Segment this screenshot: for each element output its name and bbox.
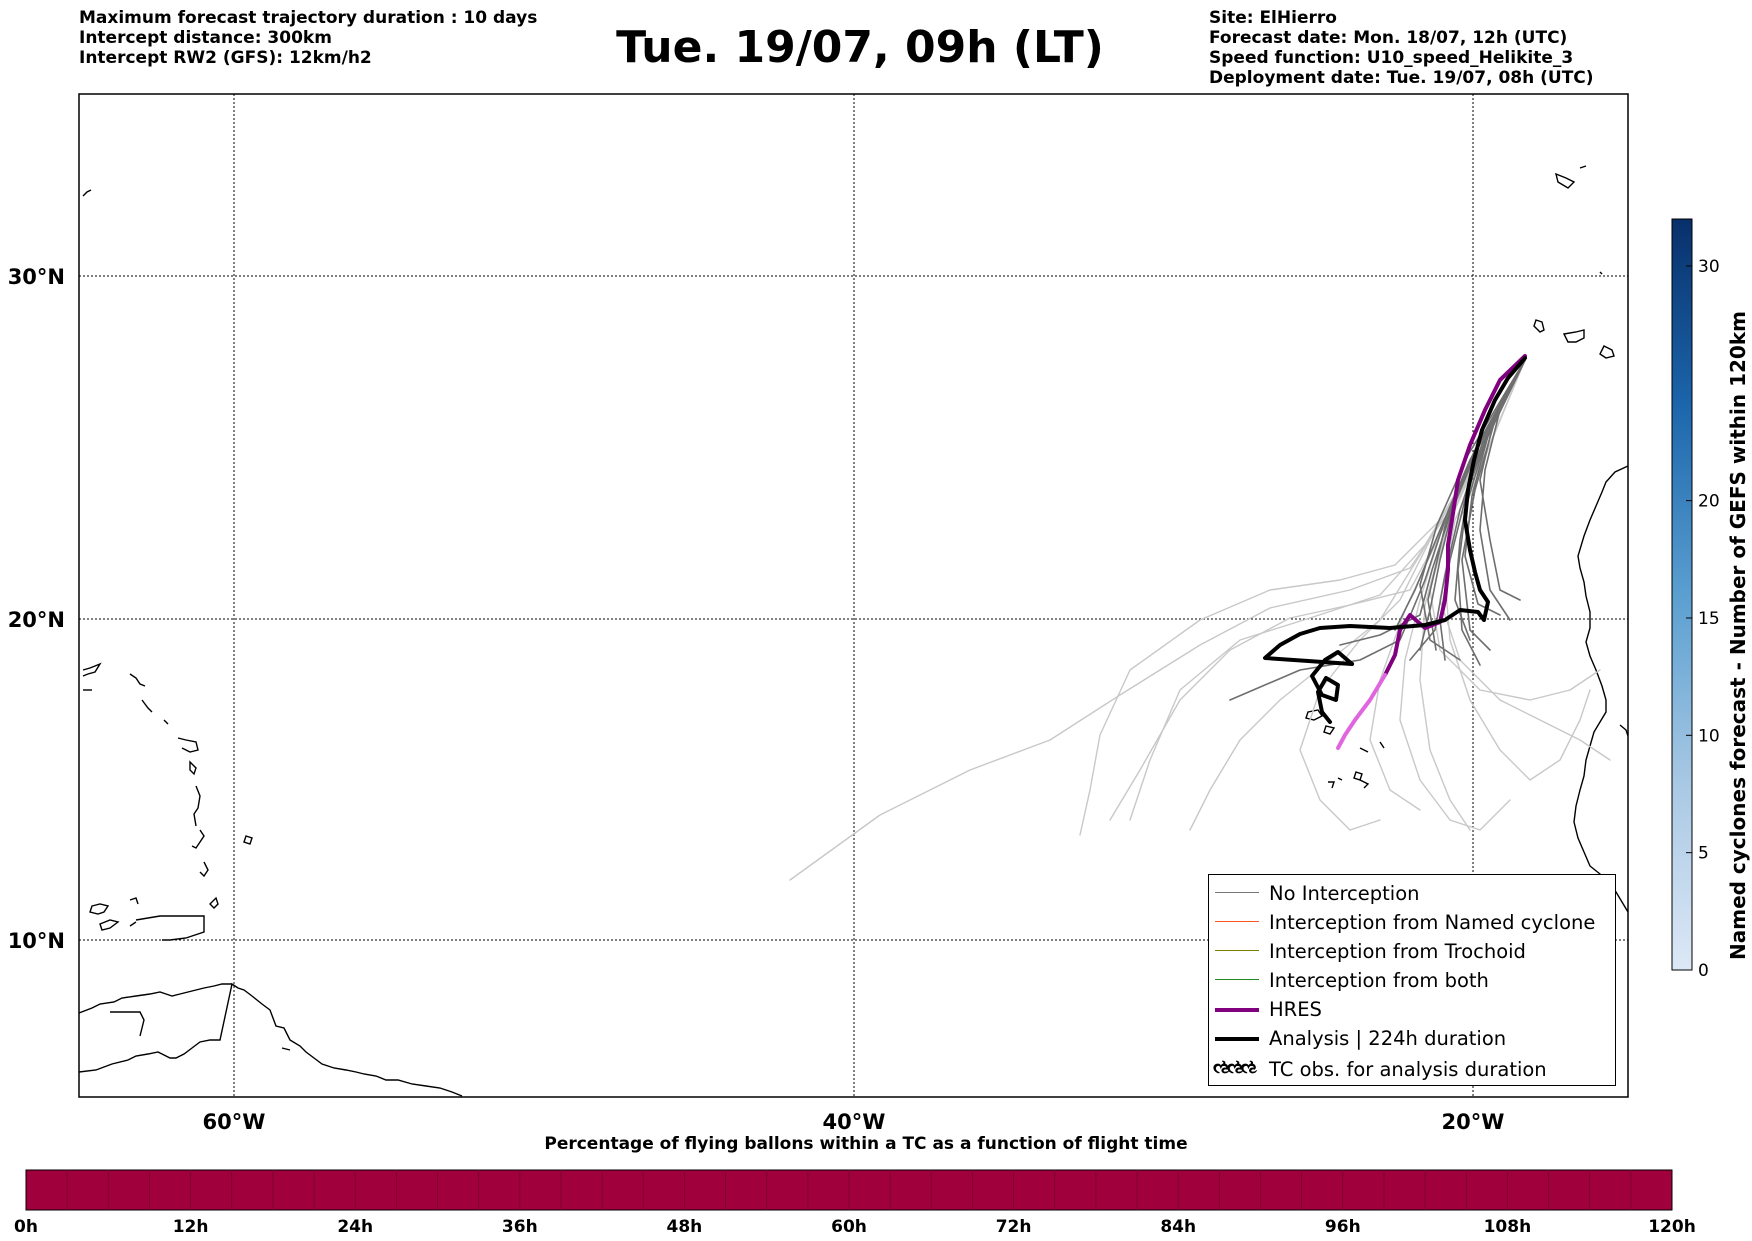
colorbar-bottom-tick-label: 60h xyxy=(831,1217,867,1237)
colorbar-right-tick-label: 20 xyxy=(1698,492,1720,512)
colorbar-bottom-tick-label: 96h xyxy=(1325,1217,1361,1237)
lon-label-60w: 60°W xyxy=(203,1110,266,1134)
colorbar-right-label: Named cyclones forecast - Number of GEFS… xyxy=(1726,311,1750,960)
legend-swatch xyxy=(1215,892,1259,893)
lat-label-10n: 10°N xyxy=(8,929,65,953)
forecast-date-text: Forecast date: Mon. 18/07, 12h (UTC) xyxy=(1209,28,1568,48)
legend-item: Analysis | 224h duration xyxy=(1209,1024,1615,1052)
lat-label-30n: 30°N xyxy=(8,265,65,289)
colorbar-right: 0 5 10 15 20 30 xyxy=(1671,218,1720,981)
lon-label-20w: 20°W xyxy=(1442,1110,1505,1134)
intercept-distance-text: Intercept distance: 300km xyxy=(79,28,332,48)
coastlines xyxy=(79,165,1628,1097)
legend-swatch xyxy=(1215,950,1259,951)
header-left-info: Maximum forecast trajectory duration : 1… xyxy=(79,8,537,68)
colorbar-right-tick-label: 30 xyxy=(1698,257,1720,277)
legend-swatch xyxy=(1215,1008,1259,1012)
colorbar-bottom-tick-label: 12h xyxy=(173,1217,209,1237)
colorbar-bottom-tick-label: 24h xyxy=(337,1217,373,1237)
legend-label: HRES xyxy=(1269,998,1322,1021)
site-text: Site: ElHierro xyxy=(1209,8,1337,28)
analysis-trajectory-loop xyxy=(1310,650,1354,724)
legend-item: No Interception xyxy=(1209,879,1615,907)
ensemble-trajectory xyxy=(1457,359,1526,666)
tc-obs-symbol: ઌઌઌ xyxy=(1213,1056,1257,1078)
analysis-trajectory xyxy=(1263,356,1527,666)
legend-label: Analysis | 224h duration xyxy=(1269,1027,1507,1050)
colorbar-bottom: 0h 12h 24h 36h 48h 60h 72h 84h 96h 108h 120h xyxy=(14,1169,1696,1237)
hres-trajectory-early xyxy=(1336,673,1387,750)
map-frame xyxy=(78,93,1629,1098)
colorbar-bottom-tick-label: 48h xyxy=(667,1217,703,1237)
colorbar-bottom-tick-label: 36h xyxy=(502,1217,538,1237)
legend-swatch xyxy=(1215,921,1259,922)
colorbar-bottom-tick-label: 0h xyxy=(14,1217,38,1237)
max-duration-text: Maximum forecast trajectory duration : 1… xyxy=(79,8,538,28)
speed-function-text: Speed function: U10_speed_Helikite_3 xyxy=(1209,48,1574,68)
intercept-rw2-text: Intercept RW2 (GFS): 12km/h2 xyxy=(79,48,372,68)
ensemble-trajectory xyxy=(1427,359,1526,651)
page-title: Tue. 19/07, 09h (LT) xyxy=(616,22,1104,73)
legend-label: Interception from Named cyclone xyxy=(1269,911,1596,934)
ensemble-trajectory xyxy=(1409,359,1526,661)
legend-item: Interception from Named cyclone xyxy=(1209,908,1615,936)
map-gridlines xyxy=(79,94,1628,1097)
colorbar-bottom-ticks: 0h 12h 24h 36h 48h 60h 72h 84h 96h 108h 120h xyxy=(14,1170,1696,1237)
colorbar-bottom-tick-label: 84h xyxy=(1160,1217,1196,1237)
colorbar-right-tick-label: 15 xyxy=(1698,609,1720,629)
trajectory-lines xyxy=(789,354,1611,881)
lat-label-20n: 20°N xyxy=(8,608,65,632)
legend: No Interception Interception from Named c… xyxy=(1208,874,1616,1086)
legend-label: Interception from Trochoid xyxy=(1269,940,1526,963)
legend-item: Interception from Trochoid xyxy=(1209,937,1615,965)
longitude-labels: 60°W 40°W 20°W xyxy=(203,1110,1505,1134)
ensemble-trajectory xyxy=(1079,359,1526,836)
colorbar-right-ticks: 0 5 10 15 20 30 xyxy=(1686,257,1720,981)
colorbar-bottom-title: Percentage of flying ballons within a TC… xyxy=(544,1134,1188,1154)
legend-swatch xyxy=(1215,1037,1259,1041)
legend-item: Interception from both xyxy=(1209,966,1615,994)
colorbar-bottom-tick-label: 120h xyxy=(1648,1217,1696,1237)
legend-label: No Interception xyxy=(1269,882,1420,905)
header-right-info: Site: ElHierro Forecast date: Mon. 18/07… xyxy=(1209,8,1594,88)
legend-label: Interception from both xyxy=(1269,969,1489,992)
deployment-date-text: Deployment date: Tue. 19/07, 08h (UTC) xyxy=(1209,68,1594,88)
ensemble-trajectory xyxy=(1444,359,1591,781)
legend-label: TC obs. for analysis duration xyxy=(1269,1058,1547,1081)
ensemble-trajectory xyxy=(1109,359,1526,821)
latitude-labels: 30°N 20°N 10°N xyxy=(8,265,65,953)
colorbar-right-tick-label: 0 xyxy=(1698,961,1709,981)
legend-swatch xyxy=(1215,979,1259,980)
colorbar-bottom-tick-label: 108h xyxy=(1484,1217,1532,1237)
legend-item: HRES xyxy=(1209,995,1615,1023)
colorbar-bottom-tick-label: 72h xyxy=(996,1217,1032,1237)
colorbar-right-tick-label: 10 xyxy=(1698,726,1720,746)
lon-label-40w: 40°W xyxy=(823,1110,886,1134)
legend-item-tc-obs: ઌઌઌ TC obs. for analysis duration xyxy=(1209,1055,1615,1083)
colorbar-right-tick-label: 5 xyxy=(1698,844,1709,864)
